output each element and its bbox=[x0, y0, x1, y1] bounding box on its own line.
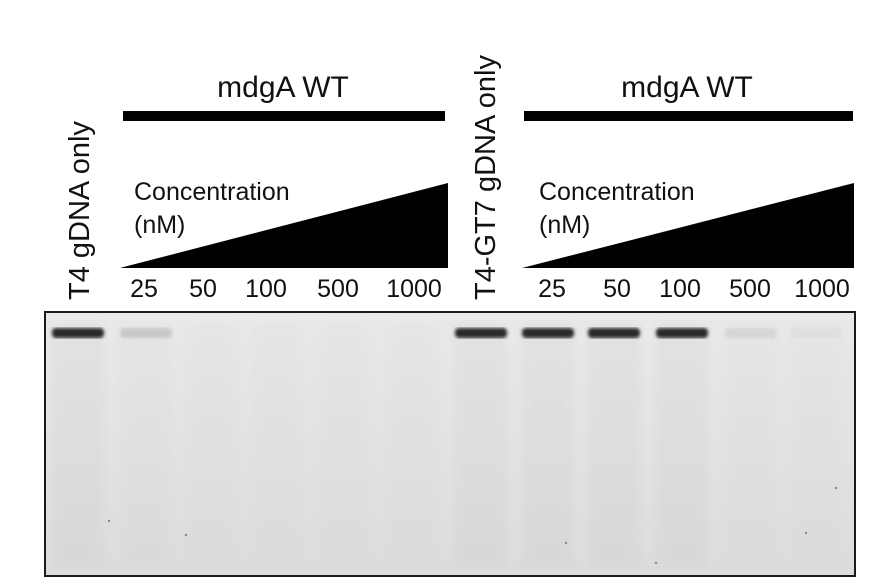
concentration-unit-right: (nM) bbox=[539, 210, 591, 239]
lane-label-left-2: 50 bbox=[189, 275, 217, 303]
gel-lane-7 bbox=[455, 323, 507, 568]
gel-speck-1 bbox=[107, 519, 111, 523]
group-bar-left bbox=[123, 111, 445, 121]
gel-speck-2 bbox=[184, 533, 188, 537]
gel-image bbox=[44, 311, 856, 577]
concentration-label-left: Concentration (nM) bbox=[134, 176, 364, 241]
lane-label-right-1: 25 bbox=[538, 275, 566, 303]
gel-lane-8 bbox=[522, 323, 574, 568]
gel-lane-3 bbox=[186, 323, 238, 568]
gel-lane-9 bbox=[588, 323, 640, 568]
lane-label-right-3: 100 bbox=[659, 275, 701, 303]
gel-band-12 bbox=[790, 328, 842, 338]
group-title-right: mdgA WT bbox=[621, 71, 753, 104]
lane-label-right-4: 500 bbox=[729, 275, 771, 303]
gel-lane-12 bbox=[790, 323, 842, 568]
gel-canvas bbox=[46, 313, 854, 575]
gel-speck-3 bbox=[564, 541, 568, 545]
gel-band-11 bbox=[725, 328, 777, 338]
gel-lane-10 bbox=[656, 323, 708, 568]
lane-label-right-2: 50 bbox=[603, 275, 631, 303]
concentration-text-left: Concentration bbox=[134, 178, 290, 206]
lane-label-left-5: 1000 bbox=[386, 275, 442, 303]
concentration-label-right: Concentration (nM) bbox=[539, 176, 769, 241]
concentration-text-right: Concentration bbox=[539, 178, 695, 206]
concentration-wedge-left bbox=[120, 183, 448, 268]
gel-speck-6 bbox=[804, 531, 808, 535]
gel-speck-4 bbox=[654, 561, 658, 565]
lane-label-left-3: 100 bbox=[245, 275, 287, 303]
lane-label-right-5: 1000 bbox=[794, 275, 850, 303]
gel-lane-1 bbox=[52, 323, 104, 568]
gel-lane-11 bbox=[725, 323, 777, 568]
lane-label-left-1: 25 bbox=[130, 275, 158, 303]
group-bar-right bbox=[524, 111, 853, 121]
concentration-unit-left: (nM) bbox=[134, 210, 186, 239]
concentration-wedge-right bbox=[522, 183, 854, 268]
lane-label-t4gt7-control: T4-GT7 gDNA only bbox=[470, 55, 502, 300]
gel-band-9 bbox=[588, 328, 640, 338]
gel-band-1 bbox=[52, 328, 104, 338]
gel-lane-6 bbox=[386, 323, 438, 568]
gel-lane-2 bbox=[120, 323, 172, 568]
gel-band-7 bbox=[455, 328, 507, 338]
group-title-left: mdgA WT bbox=[217, 71, 349, 104]
gel-speck-5 bbox=[834, 486, 838, 490]
gel-band-8 bbox=[522, 328, 574, 338]
gel-band-2 bbox=[120, 328, 172, 338]
gel-lane-4 bbox=[252, 323, 304, 568]
lane-label-t4-control: T4 gDNA only bbox=[64, 121, 96, 300]
lane-label-left-4: 500 bbox=[317, 275, 359, 303]
gel-lane-5 bbox=[318, 323, 370, 568]
gel-background bbox=[46, 313, 854, 575]
gel-band-10 bbox=[656, 328, 708, 338]
